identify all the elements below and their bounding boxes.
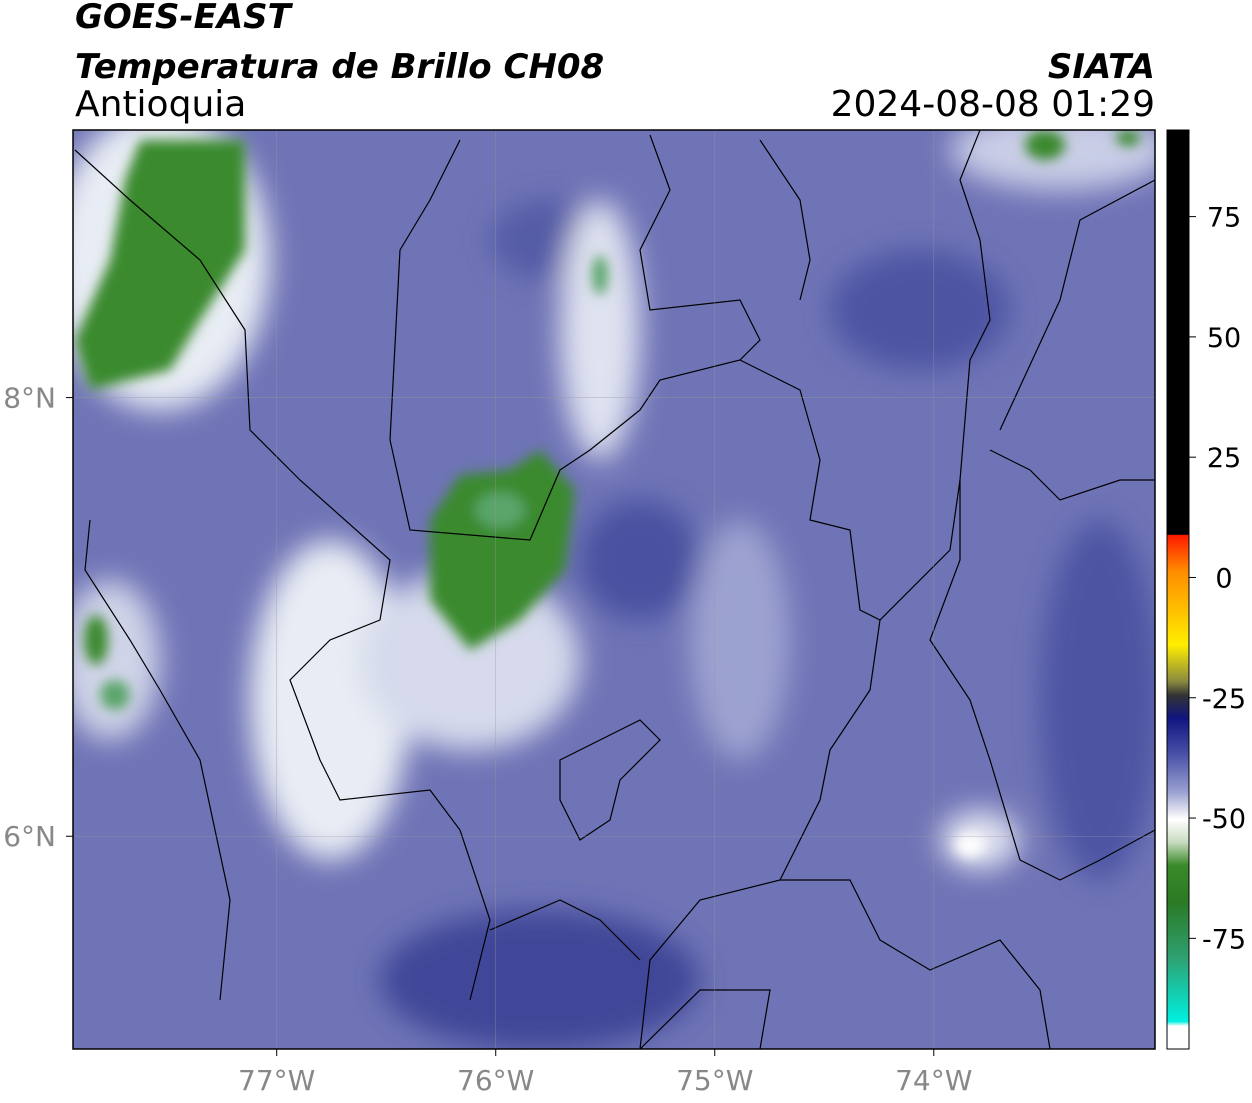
source-label: SIATA [1048, 47, 1155, 87]
datetime-label: 2024-08-08 01:29 [831, 84, 1155, 125]
colorbar-tick-label: -75 [1202, 924, 1246, 955]
colorbar-tick-label: 25 [1207, 443, 1241, 474]
colorbar-tick-label: -50 [1202, 804, 1246, 835]
x-tick-label: 74°W [895, 1064, 972, 1097]
colorbar-tick-label: 50 [1207, 323, 1241, 354]
product-title: Temperatura de Brillo CH08 [75, 47, 604, 87]
region-label: Antioquia [75, 84, 246, 125]
map-grid [73, 130, 1155, 1049]
satellite-title: GOES-EAST [75, 0, 294, 37]
colorbar-tick-label: -25 [1202, 684, 1246, 715]
colorbar [1166, 129, 1190, 1050]
y-tick-label: 6°N [3, 820, 56, 853]
x-tick-label: 77°W [238, 1064, 315, 1097]
map-frame [72, 129, 1156, 1050]
colorbar-tick-label: 0 [1215, 563, 1232, 594]
y-tick-label: 8°N [3, 382, 56, 415]
map-image [73, 130, 1155, 1049]
x-tick-label: 76°W [457, 1064, 534, 1097]
x-tick-label: 75°W [676, 1064, 753, 1097]
colorbar-tick-label: 75 [1207, 203, 1241, 234]
